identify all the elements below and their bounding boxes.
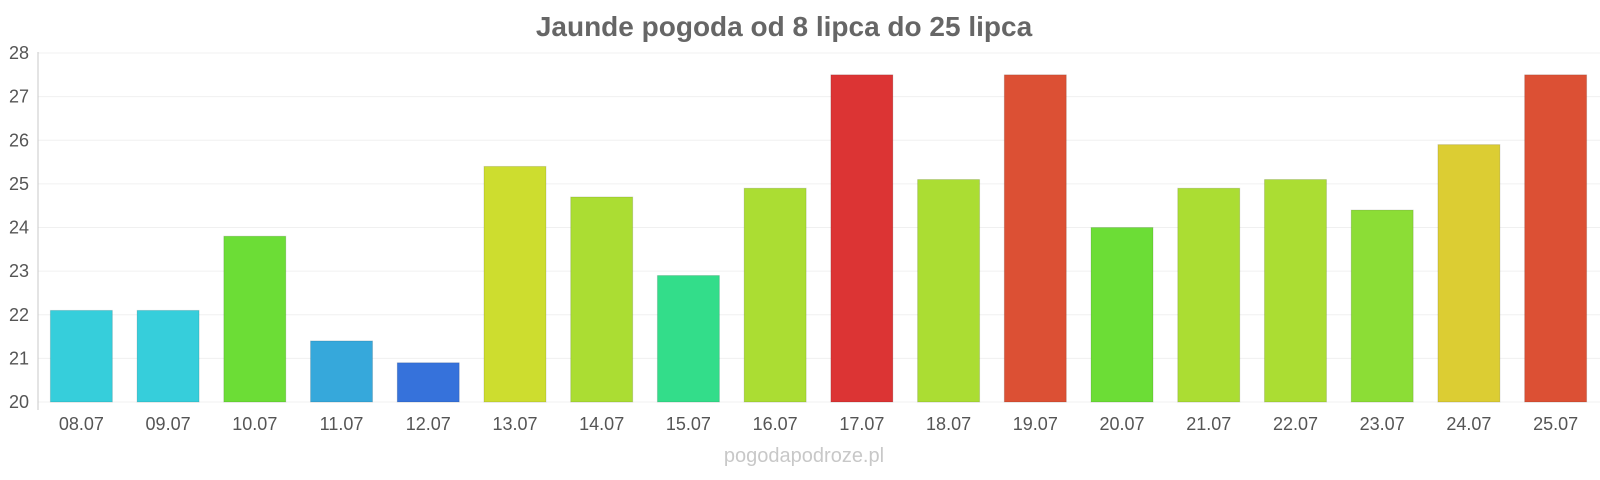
y-tick-label: 23	[9, 261, 29, 281]
bar-21.07[interactable]	[1177, 187, 1241, 403]
bars	[49, 74, 1588, 403]
x-tick-label: 22.07	[1273, 414, 1318, 434]
y-tick-label: 27	[9, 87, 29, 107]
y-tick-label: 22	[9, 305, 29, 325]
x-tick-label: 23.07	[1360, 414, 1405, 434]
y-tick-label: 28	[9, 43, 29, 63]
x-tick-label: 09.07	[146, 414, 191, 434]
x-tick-label: 17.07	[839, 414, 884, 434]
bar-16.07[interactable]	[743, 187, 807, 403]
y-tick-label: 24	[9, 218, 29, 238]
bar-23.07[interactable]	[1350, 209, 1414, 403]
x-tick-label: 13.07	[492, 414, 537, 434]
bar-24.07[interactable]	[1437, 144, 1501, 403]
bar-09.07[interactable]	[136, 309, 200, 403]
bar-12.07[interactable]	[396, 362, 460, 403]
y-axis-ticks: 20 21 22 23 24 25 26 27 28	[9, 43, 29, 412]
x-tick-label: 25.07	[1533, 414, 1578, 434]
y-tick-label: 25	[9, 174, 29, 194]
bar-10.07[interactable]	[223, 235, 287, 403]
x-axis-ticks: 08.07 09.07 10.07 11.07 12.07 13.07 14.07 15.07…	[59, 414, 1578, 434]
grid-lines	[38, 52, 1600, 403]
x-tick-label: 08.07	[59, 414, 104, 434]
x-tick-label: 11.07	[320, 414, 364, 434]
y-tick-label: 21	[9, 348, 29, 368]
x-tick-label: 14.07	[579, 414, 624, 434]
bar-08.07[interactable]	[49, 309, 113, 403]
x-tick-label: 20.07	[1100, 414, 1145, 434]
bar-15.07[interactable]	[656, 274, 720, 403]
bar-22.07[interactable]	[1263, 179, 1327, 403]
x-tick-label: 16.07	[753, 414, 798, 434]
bar-18.07[interactable]	[917, 179, 981, 403]
bar-11.07[interactable]	[310, 340, 374, 403]
chart-title: Jaunde pogoda od 8 lipca do 25 lipca	[536, 11, 1033, 42]
bar-20.07[interactable]	[1090, 227, 1154, 403]
x-tick-label: 12.07	[406, 414, 451, 434]
x-tick-label: 24.07	[1446, 414, 1491, 434]
x-tick-label: 21.07	[1186, 414, 1231, 434]
bar-17.07[interactable]	[830, 74, 894, 403]
bar-25.07[interactable]	[1524, 74, 1588, 403]
bar-19.07[interactable]	[1003, 74, 1067, 403]
x-tick-label: 10.07	[232, 414, 277, 434]
watermark: pogodapodroze.pl	[724, 445, 884, 467]
x-tick-label: 15.07	[666, 414, 711, 434]
x-tick-label: 18.07	[926, 414, 971, 434]
bar-14.07[interactable]	[570, 196, 634, 403]
bar-13.07[interactable]	[483, 165, 547, 403]
x-tick-label: 19.07	[1013, 414, 1058, 434]
y-tick-label: 20	[9, 392, 29, 412]
y-tick-label: 26	[9, 130, 29, 150]
